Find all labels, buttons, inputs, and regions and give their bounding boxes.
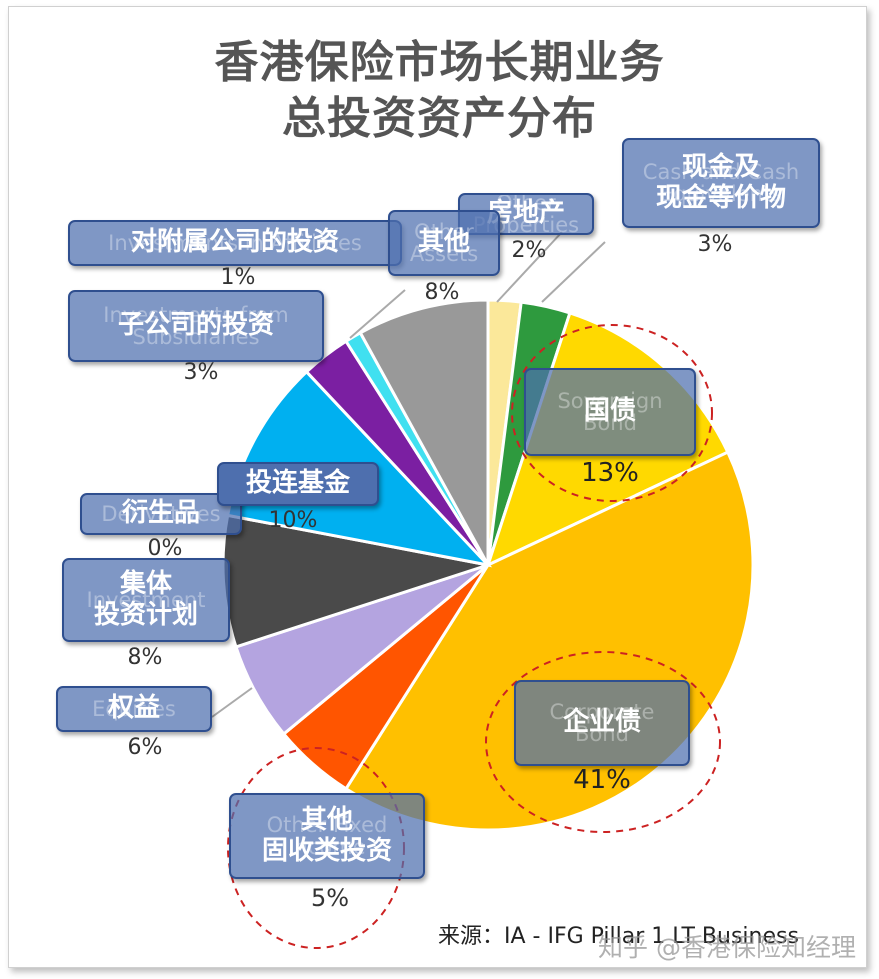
label-sovereign-text: 国债	[583, 396, 636, 427]
pct-other: 8%	[424, 280, 460, 305]
label-equities: Equities 权益	[56, 686, 212, 732]
pie-slice-11	[358, 298, 490, 566]
label-derivatives-text: 衍生品	[121, 498, 200, 529]
highlight-circle-sovereign	[511, 324, 713, 502]
label-otherfixed-text1: 其他	[300, 804, 353, 835]
highlight-circle-corporate	[485, 651, 721, 833]
leader-line-other	[349, 289, 406, 339]
leader-line-property	[496, 231, 563, 303]
leader-line-equities	[211, 687, 253, 718]
pct-cash: 3%	[697, 232, 733, 257]
pct-subsidiaries: 3%	[183, 360, 219, 385]
label-otherfixed-text2: 固收类投资	[261, 836, 392, 866]
label-cash-text2: 现金等价物	[655, 183, 786, 213]
label-affiliates: Investments in Affiliates 对附属公司的投资	[68, 220, 402, 266]
label-collective-text1: 集体	[119, 568, 172, 599]
label-corporate-text: 企业债	[562, 707, 641, 738]
chart-title-line1: 香港保险市场长期业务	[214, 37, 665, 88]
pct-otherfixed: 5%	[310, 884, 350, 912]
label-unitlinked-text: 投连基金	[245, 468, 350, 499]
label-equities-text: 权益	[107, 693, 160, 724]
chart-title-line2: 总投资资产分布	[282, 93, 597, 144]
label-corporate: Corporate Bond 企业债	[514, 680, 690, 766]
source-note: 来源：IA - IFG Pillar 1 LT Business	[438, 924, 799, 949]
label-cash-text1: 现金及	[681, 151, 760, 182]
label-unitlinked: 投连基金	[217, 462, 379, 506]
label-other: Other Assets 其他	[388, 210, 500, 276]
label-affiliates-text: 对附属公司的投资	[130, 227, 339, 258]
pct-property: 2%	[511, 238, 547, 263]
label-otherfixed: Other Fixed Income 其他 固收类投资	[229, 793, 425, 879]
label-other-text: 其他	[417, 227, 470, 258]
label-subsidiaries-text: 子公司的投资	[117, 310, 274, 341]
leader-line-cash	[541, 241, 606, 303]
pct-unitlinked: 10%	[268, 508, 318, 533]
label-collective: Investment 集体 投资计划	[62, 558, 230, 642]
pct-sovereign: 13%	[581, 458, 639, 488]
pct-equities: 6%	[127, 735, 163, 760]
pct-corporate: 41%	[573, 765, 631, 795]
label-sovereign: Sovereign Bond 国债	[524, 368, 696, 456]
label-collective-text2: 投资计划	[93, 600, 198, 630]
pct-collective: 8%	[127, 645, 163, 670]
pct-affiliates: 1%	[220, 265, 256, 290]
watermark: 知乎 @香港保险知经理	[598, 933, 856, 962]
label-cash: Cash and Cash Equivalents 现金及 现金等价物	[622, 138, 820, 228]
label-subsidiaries: Investments from Subsidiaries 子公司的投资	[68, 290, 324, 362]
pct-derivatives: 0%	[147, 536, 183, 561]
